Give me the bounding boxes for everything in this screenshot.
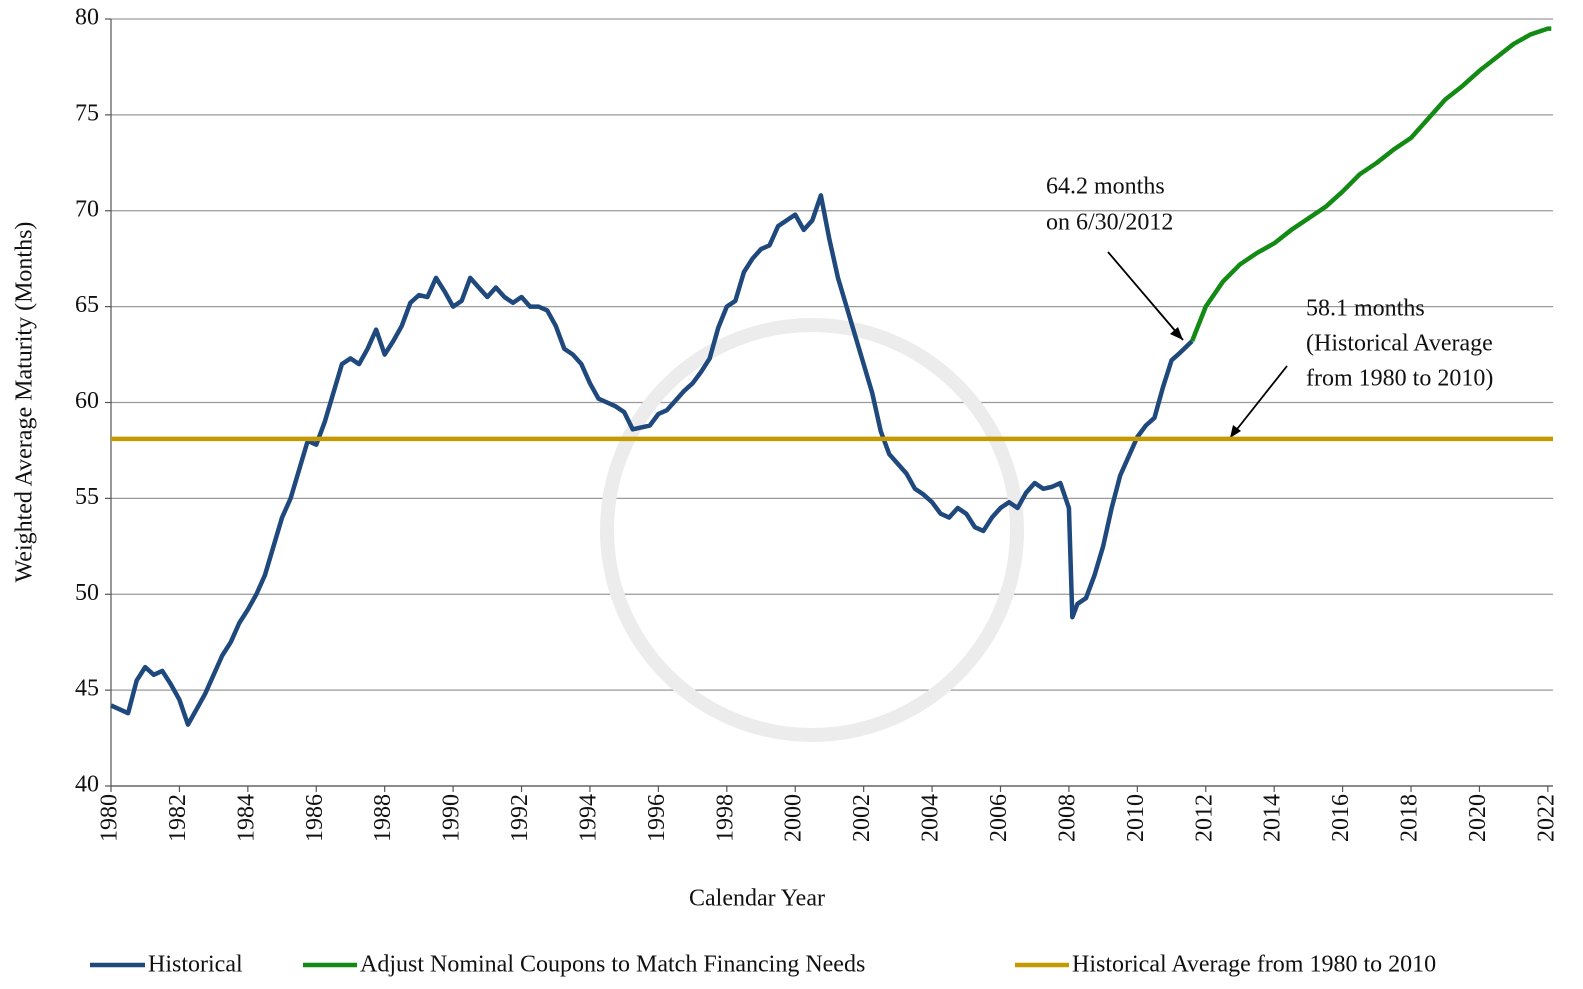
x-tick-label: 2018: [1397, 794, 1423, 842]
y-tick-label: 55: [75, 484, 99, 510]
x-tick-label: 2000: [781, 794, 807, 842]
x-tick-label: 2014: [1260, 794, 1286, 842]
x-tick-label: 2004: [918, 794, 944, 842]
x-tick-label: 1998: [712, 794, 738, 842]
annotation-1: 64.2 months on 6/30/2012: [1046, 174, 1184, 341]
x-tick-label: 2008: [1054, 794, 1080, 842]
annotation-text: from 1980 to 2010): [1306, 366, 1493, 392]
x-tick-label: 1994: [575, 794, 601, 842]
arrow-head: [1170, 327, 1183, 340]
x-tick-label: 1986: [302, 794, 328, 842]
x-tick-label: 1990: [439, 794, 465, 842]
annotation-text: 58.1 months: [1306, 296, 1425, 322]
watermark-seal: [600, 318, 1024, 742]
x-tick-label: 1980: [97, 794, 123, 842]
y-axis-label: Weighted Average Maturity (Months): [12, 222, 38, 583]
annotation-arrow: [1229, 365, 1288, 439]
annotation-text: (Historical Average: [1306, 331, 1493, 357]
x-tick-label: 1984: [233, 794, 259, 842]
annotation-text: 64.2 months: [1046, 174, 1165, 200]
x-tick-label: 2012: [1191, 794, 1217, 842]
x-tick-label: 1996: [644, 794, 670, 842]
x-tick-label: 1982: [165, 794, 191, 842]
annotation-arrow: [1107, 251, 1184, 341]
y-tick-label: 70: [75, 196, 99, 222]
annotation-text: on 6/30/2012: [1046, 210, 1173, 236]
y-tick-label: 65: [75, 292, 99, 318]
legend-label: Adjust Nominal Coupons to Match Financin…: [360, 952, 865, 978]
x-tick-label: 2020: [1465, 794, 1491, 842]
series-line: [110, 193, 1194, 727]
arrow-head: [1230, 425, 1241, 438]
series-line: [1189, 26, 1552, 342]
legend-label: Historical: [148, 952, 243, 978]
x-tick-label: 2002: [849, 794, 875, 842]
y-tick-label: 80: [75, 5, 99, 31]
legend-label: Historical Average from 1980 to 2010: [1072, 952, 1436, 978]
x-tick-label: 1992: [507, 794, 533, 842]
x-tick-label: 2016: [1328, 794, 1354, 842]
y-tick-label: 60: [75, 388, 99, 414]
x-tick-label: 1988: [370, 794, 396, 842]
annotation-2: 58.1 months (Historical Average from 198…: [1229, 296, 1493, 439]
x-tick-label: 2006: [986, 794, 1012, 842]
y-tick-label: 45: [75, 676, 99, 702]
y-tick-label: 50: [75, 580, 99, 606]
x-tick-label: 2022: [1533, 794, 1559, 842]
y-tick-label: 75: [75, 100, 99, 126]
x-axis-label: Calendar Year: [689, 886, 825, 912]
y-tick-label: 40: [75, 772, 99, 798]
x-tick-label: 2010: [1123, 794, 1149, 842]
